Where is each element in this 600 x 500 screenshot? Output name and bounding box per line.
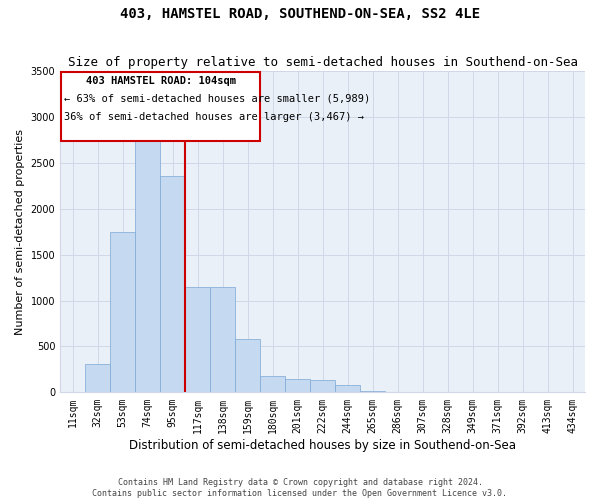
Y-axis label: Number of semi-detached properties: Number of semi-detached properties bbox=[15, 128, 25, 334]
Bar bbox=[185, 286, 210, 393]
FancyBboxPatch shape bbox=[61, 72, 260, 142]
Text: 36% of semi-detached houses are larger (3,467) →: 36% of semi-detached houses are larger (… bbox=[64, 112, 364, 122]
Text: ← 63% of semi-detached houses are smaller (5,989): ← 63% of semi-detached houses are smalle… bbox=[64, 94, 370, 104]
Bar bbox=[235, 339, 260, 392]
Text: Contains HM Land Registry data © Crown copyright and database right 2024.
Contai: Contains HM Land Registry data © Crown c… bbox=[92, 478, 508, 498]
Bar bbox=[110, 232, 135, 392]
Bar bbox=[360, 390, 385, 392]
Bar bbox=[260, 376, 285, 392]
Bar bbox=[160, 176, 185, 392]
Bar bbox=[85, 364, 110, 392]
Bar bbox=[210, 286, 235, 393]
Bar bbox=[310, 380, 335, 392]
X-axis label: Distribution of semi-detached houses by size in Southend-on-Sea: Distribution of semi-detached houses by … bbox=[129, 440, 516, 452]
Text: 403, HAMSTEL ROAD, SOUTHEND-ON-SEA, SS2 4LE: 403, HAMSTEL ROAD, SOUTHEND-ON-SEA, SS2 … bbox=[120, 8, 480, 22]
Text: 403 HAMSTEL ROAD: 104sqm: 403 HAMSTEL ROAD: 104sqm bbox=[86, 76, 236, 86]
Title: Size of property relative to semi-detached houses in Southend-on-Sea: Size of property relative to semi-detach… bbox=[68, 56, 578, 70]
Bar bbox=[335, 385, 360, 392]
Bar bbox=[135, 108, 160, 393]
Bar bbox=[285, 378, 310, 392]
